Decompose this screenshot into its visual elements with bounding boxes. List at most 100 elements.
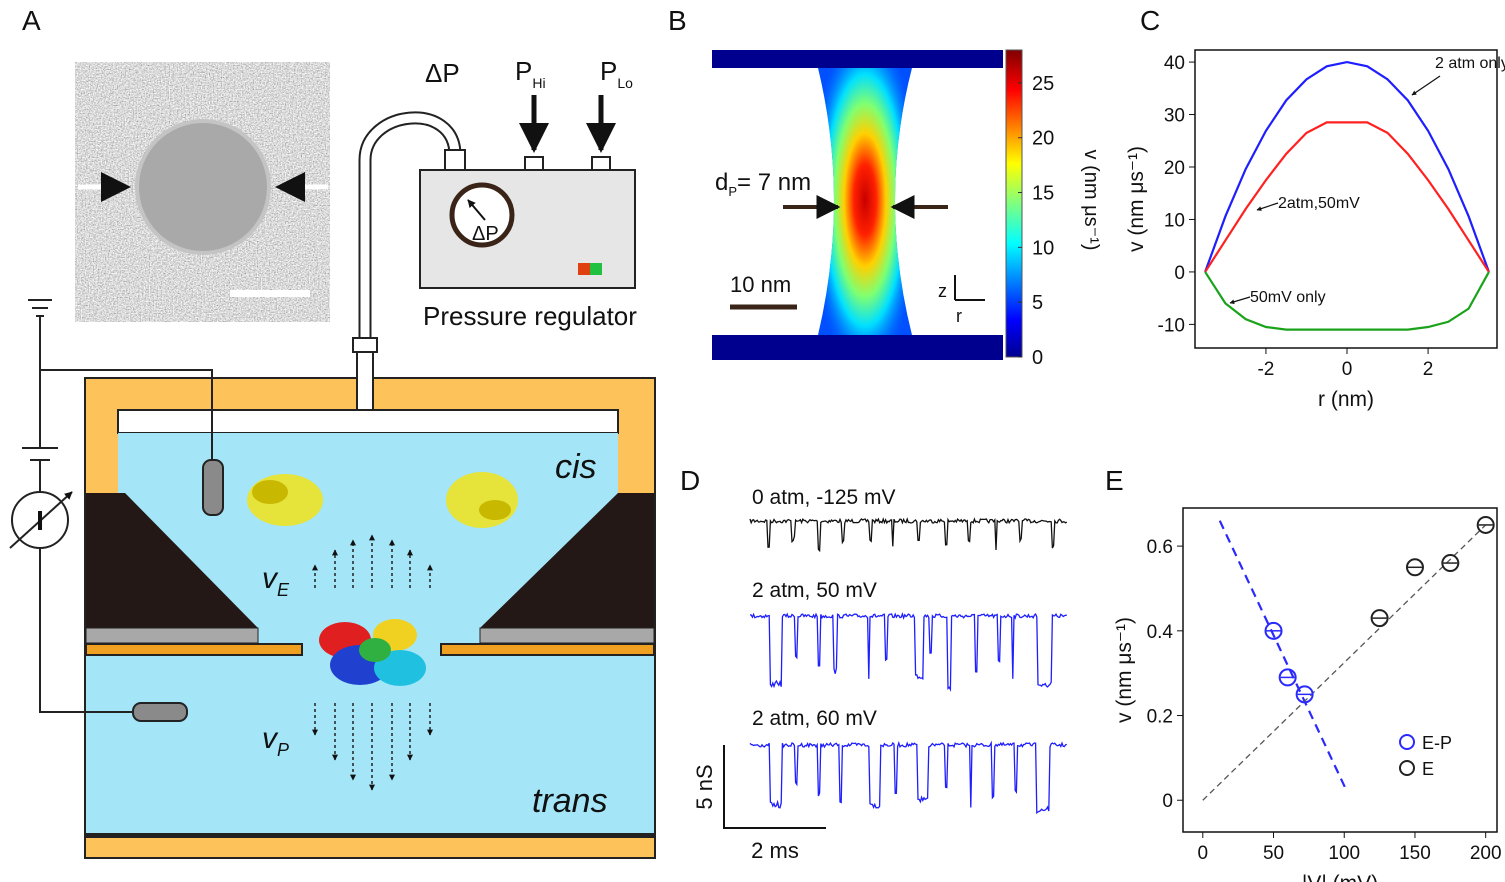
membrane <box>85 643 303 656</box>
nitride <box>85 627 259 644</box>
annotation-arrow <box>1411 75 1441 96</box>
colorbar-tick-label: 20 <box>1032 128 1054 150</box>
y-tick-label: 0.6 <box>1147 537 1173 558</box>
subscript: Lo <box>617 75 633 91</box>
traces: 0 atm, -125 mV 2 atm, 50 mV 2 atm, 60 mV… <box>692 486 1068 863</box>
subscript: P <box>277 740 289 760</box>
symbol: d <box>715 169 728 196</box>
x-tick-label: -2 <box>1257 359 1274 380</box>
y-axis-label: v (nm μs⁻¹) <box>1125 146 1148 252</box>
x-axis-label: |V| (mV) <box>1302 872 1378 882</box>
trace-label: 2 atm, 60 mV <box>752 707 877 730</box>
y-tick-label: 40 <box>1164 53 1185 74</box>
trace-label: 0 atm, -125 mV <box>752 486 896 509</box>
annotation: 50mV only <box>1250 289 1326 306</box>
annotation: 2 atm only <box>1435 55 1505 72</box>
plot-frame <box>1194 49 1498 349</box>
y-tick-label: 20 <box>1164 158 1185 179</box>
port <box>591 156 611 171</box>
colorbar <box>1005 49 1023 358</box>
pressure-regulator: ΔP ΔP PHi PLo Pressure regulator <box>358 56 637 345</box>
port <box>524 156 544 171</box>
y-tick-label: 0.2 <box>1147 707 1173 728</box>
x-tick-label: 0 <box>1198 843 1209 864</box>
electrode <box>132 702 188 722</box>
legend-label: E-P <box>1422 733 1452 753</box>
regulator-box <box>419 169 636 289</box>
symbol: v <box>262 562 279 595</box>
scale-bar <box>230 290 310 297</box>
colorbar-label: v (nm μs⁻¹) <box>1080 150 1102 251</box>
current-trace <box>749 517 1068 553</box>
panel-label: D <box>680 465 700 496</box>
led <box>590 263 602 275</box>
label: PLo <box>600 56 633 91</box>
flow-arrows <box>312 534 433 791</box>
current-trace <box>749 611 1067 692</box>
gauge-needle <box>467 199 486 221</box>
label: ΔP <box>425 58 460 88</box>
label: dP= 7 nm <box>715 169 811 199</box>
scale-label: 2 ms <box>751 838 799 863</box>
y-tick-label: 0 <box>1162 791 1173 812</box>
colorbar-tick-label: 25 <box>1032 73 1054 95</box>
current-trace <box>749 740 1068 815</box>
electrode <box>202 459 224 516</box>
annotation-arrow <box>1229 296 1251 305</box>
gauge-label: ΔP <box>472 223 499 245</box>
fit-line <box>1202 524 1487 801</box>
nitride <box>479 627 655 644</box>
data-point <box>1264 621 1283 640</box>
cis-fluid <box>118 433 618 495</box>
lid <box>117 409 619 434</box>
y-tick-label: 10 <box>1164 210 1185 231</box>
colorbar-tick-label: 5 <box>1032 292 1043 314</box>
bottom <box>86 833 654 838</box>
subscript: E <box>277 580 290 600</box>
meter-label: I <box>36 505 44 536</box>
label: PHi <box>515 56 546 91</box>
x-tick-label: 2 <box>1423 359 1434 380</box>
label: cis <box>555 448 597 486</box>
subscript: P <box>728 184 737 199</box>
scale-bar <box>723 745 826 829</box>
label: vP <box>262 722 289 760</box>
label: z <box>938 281 947 301</box>
protein <box>247 472 518 686</box>
text: = 7 nm <box>737 169 811 196</box>
fit-line <box>1218 520 1349 793</box>
y-tick-label: 0 <box>1174 263 1185 284</box>
x-tick-label: 50 <box>1263 843 1284 864</box>
tube <box>360 113 460 345</box>
symbol: P <box>600 56 617 86</box>
symbol: P <box>515 56 532 86</box>
label: vE <box>262 562 290 600</box>
series-line <box>1204 60 1490 273</box>
tube-inlet <box>352 337 378 353</box>
led <box>578 263 590 275</box>
data-point <box>1370 609 1389 628</box>
plot-frame <box>1182 507 1498 833</box>
tem-image <box>75 62 330 322</box>
scale-label: 5 nS <box>692 764 717 809</box>
panel-label: E <box>1105 465 1124 496</box>
support <box>86 493 258 628</box>
caption: Pressure regulator <box>423 301 637 331</box>
membrane <box>440 643 655 656</box>
simulation-map: dP= 7 nm 10 nm z r v (nm μs⁻¹) <box>712 49 1102 360</box>
data-point <box>1441 554 1460 573</box>
data-point <box>1476 515 1495 534</box>
panel-label: A <box>22 5 41 36</box>
y-tick-label: 0.4 <box>1147 622 1174 643</box>
legend-marker <box>1399 760 1415 776</box>
x-axis-label: r (nm) <box>1318 388 1374 411</box>
panel-label: C <box>1140 5 1160 36</box>
legend-marker <box>1399 734 1415 750</box>
data-point <box>1278 668 1297 687</box>
label: trans <box>532 782 608 820</box>
x-tick-label: 200 <box>1470 843 1502 864</box>
pore <box>135 119 271 255</box>
annotation-arrow <box>1256 202 1279 211</box>
tube-inlet <box>356 342 374 411</box>
